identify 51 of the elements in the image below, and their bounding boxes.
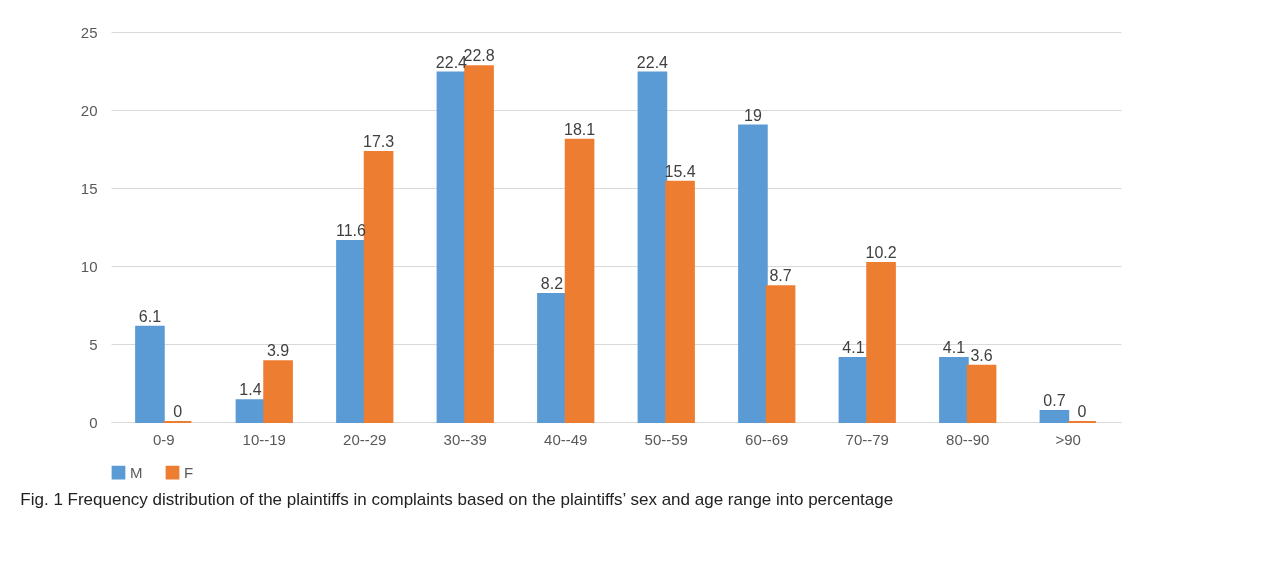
bar xyxy=(665,180,695,423)
y-tick-label: 20 xyxy=(80,101,98,119)
data-label: 0.7 xyxy=(1043,392,1066,410)
y-tick-label: 5 xyxy=(89,335,98,353)
legend-label: M xyxy=(130,463,143,481)
data-label: 1.4 xyxy=(239,381,262,399)
bar xyxy=(564,138,595,423)
bar xyxy=(436,71,467,423)
x-tick-label: 60--69 xyxy=(745,430,789,448)
data-label: 22.4 xyxy=(636,53,669,71)
caption: Fig. 1 Frequency distribution of the plaintiffs in complaints based on the plaintiffs’ sex and age range into percentage xyxy=(20,490,894,509)
y-tick-label: 25 xyxy=(80,23,98,41)
bar xyxy=(966,364,997,423)
data-label: 8.7 xyxy=(769,267,792,285)
bar xyxy=(866,261,896,423)
bar xyxy=(135,325,165,423)
bar xyxy=(1039,410,1070,423)
x-tick-label: >90 xyxy=(1055,430,1081,448)
data-label: 17.3 xyxy=(363,133,395,151)
bar xyxy=(537,293,567,423)
data-label: 18.1 xyxy=(564,120,596,138)
x-tick-label: 30--39 xyxy=(443,430,487,448)
x-tick-label: 20--29 xyxy=(343,430,387,448)
data-label: 19 xyxy=(744,106,762,124)
bar xyxy=(336,240,366,423)
data-label: 6.1 xyxy=(138,307,162,325)
x-tick-label: 50--59 xyxy=(644,430,688,448)
data-label: 3.6 xyxy=(970,346,993,364)
data-label: 10.2 xyxy=(865,243,897,261)
x-tick-label: 70--79 xyxy=(845,430,889,448)
bar xyxy=(765,285,796,423)
data-label: 4.1 xyxy=(842,339,865,357)
x-tick-label: 10--19 xyxy=(242,430,286,448)
y-tick-label: 0 xyxy=(89,413,98,431)
y-tick-label: 15 xyxy=(80,179,98,197)
x-tick-label: 0-9 xyxy=(152,430,175,448)
bar xyxy=(738,124,768,423)
data-label: 4.1 xyxy=(942,339,966,357)
data-label: 0 xyxy=(1077,403,1087,420)
legend-label: F xyxy=(184,463,194,481)
data-label: 3.9 xyxy=(266,342,290,360)
bar xyxy=(235,399,266,423)
y-tick-label: 10 xyxy=(80,257,98,275)
bar xyxy=(363,151,394,423)
bar xyxy=(939,357,969,423)
x-tick-label: 80--90 xyxy=(946,430,990,448)
data-label: 0 xyxy=(173,403,183,420)
bar xyxy=(263,360,293,423)
bar xyxy=(838,357,869,423)
x-tick-label: 40--49 xyxy=(544,430,588,448)
data-label: 8.2 xyxy=(540,275,564,293)
